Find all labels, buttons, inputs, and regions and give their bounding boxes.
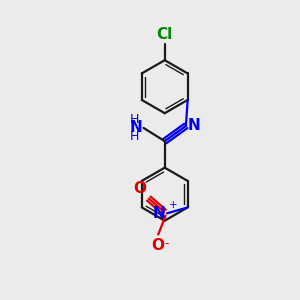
Text: N: N <box>153 206 166 221</box>
Text: -: - <box>164 238 169 250</box>
Text: H: H <box>130 130 140 143</box>
Text: O: O <box>152 238 165 253</box>
Text: O: O <box>134 181 146 196</box>
Text: Cl: Cl <box>157 27 173 42</box>
Text: N: N <box>129 120 142 135</box>
Text: +: + <box>169 200 178 210</box>
Text: H: H <box>130 112 140 126</box>
Text: N: N <box>188 118 200 134</box>
